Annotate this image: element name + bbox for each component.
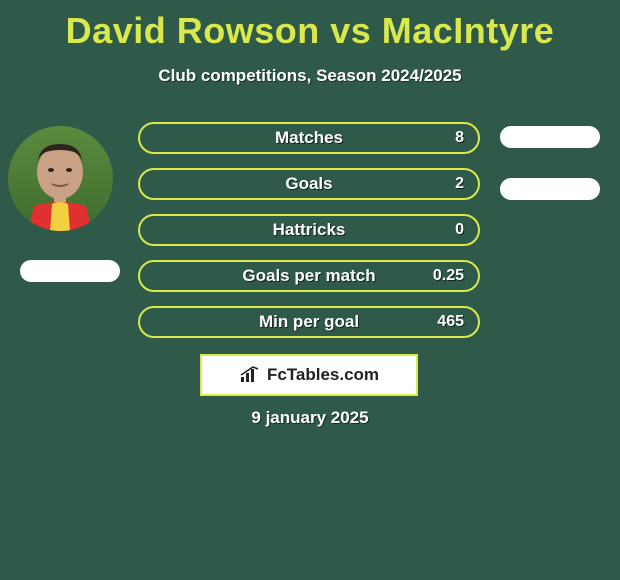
stat-row-hattricks: Hattricks 0: [138, 214, 480, 246]
stat-value: 0: [455, 221, 464, 239]
stat-label: Matches: [275, 128, 343, 148]
player2-name-pill-1: [500, 126, 600, 148]
fctables-logo[interactable]: FcTables.com: [200, 354, 418, 396]
comparison-card: David Rowson vs MacIntyre Club competiti…: [0, 0, 620, 580]
stat-row-goals-per-match: Goals per match 0.25: [138, 260, 480, 292]
stat-value: 8: [455, 129, 464, 147]
stat-value: 0.25: [433, 267, 464, 285]
stat-row-min-per-goal: Min per goal 465: [138, 306, 480, 338]
chart-icon: [239, 366, 261, 384]
stat-label: Goals per match: [242, 266, 375, 286]
stat-label: Min per goal: [259, 312, 359, 332]
subtitle: Club competitions, Season 2024/2025: [0, 66, 620, 86]
stats-list: Matches 8 Goals 2 Hattricks 0 Goals per …: [138, 122, 480, 352]
stat-value: 2: [455, 175, 464, 193]
player1-avatar: [8, 126, 113, 231]
date-label: 9 january 2025: [0, 408, 620, 428]
stat-label: Goals: [285, 174, 332, 194]
stat-row-goals: Goals 2: [138, 168, 480, 200]
player1-name-pill: [20, 260, 120, 282]
avatar-svg: [8, 126, 113, 231]
stat-row-matches: Matches 8: [138, 122, 480, 154]
logo-text: FcTables.com: [267, 365, 379, 385]
stat-value: 465: [437, 313, 464, 331]
stat-label: Hattricks: [273, 220, 346, 240]
page-title: David Rowson vs MacIntyre: [0, 0, 620, 52]
player2-name-pill-2: [500, 178, 600, 200]
